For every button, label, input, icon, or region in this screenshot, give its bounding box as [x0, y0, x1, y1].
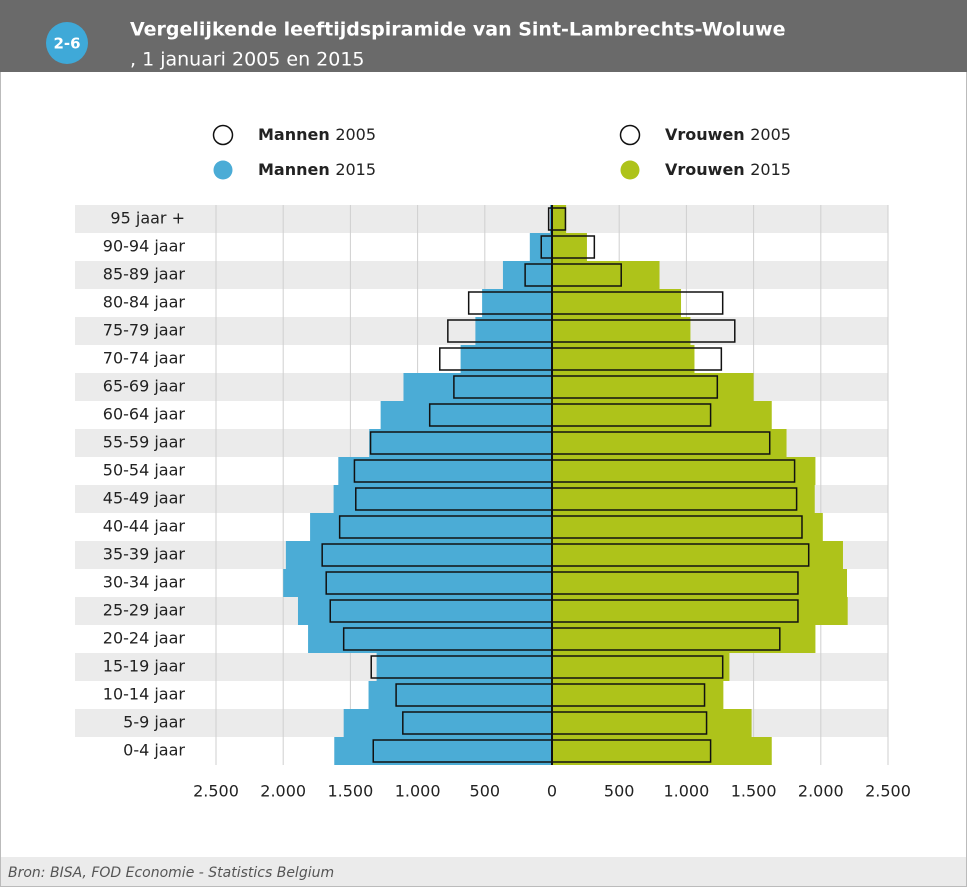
legend-marker: [212, 124, 234, 146]
y-tick-label: 90-94 jaar: [103, 237, 186, 256]
bar: [502, 261, 552, 289]
bar: [285, 541, 552, 569]
legend-label: Mannen 2015: [258, 160, 376, 179]
y-tick-label: 30-34 jaar: [103, 573, 186, 592]
y-tick-label: 20-24 jaar: [103, 629, 186, 648]
chart-subtitle: , 1 januari 2005 en 2015: [130, 49, 365, 71]
row-stripe: [75, 205, 888, 233]
bar: [552, 681, 724, 709]
bar: [552, 233, 587, 261]
chart-title: Vergelijkende leeftijdspiramide van Sint…: [130, 19, 786, 41]
bar: [552, 401, 772, 429]
bar: [552, 737, 772, 765]
bar: [310, 513, 552, 541]
y-tick-label: 5-9 jaar: [123, 713, 185, 732]
bar: [552, 289, 682, 317]
bar: [297, 597, 552, 625]
bar: [482, 289, 552, 317]
legend-label: Vrouwen 2005: [665, 125, 791, 144]
y-tick-label: 75-79 jaar: [103, 321, 186, 340]
legend-marker: [619, 124, 641, 146]
y-tick-label: 80-84 jaar: [103, 293, 186, 312]
legend-label: Mannen 2005: [258, 125, 376, 144]
y-tick-label: 55-59 jaar: [103, 433, 186, 452]
bar: [343, 709, 552, 737]
bar: [460, 345, 552, 373]
bar: [552, 317, 691, 345]
bar: [283, 569, 552, 597]
x-tick-label: 1.500: [731, 782, 777, 801]
bar: [475, 317, 552, 345]
bar: [552, 485, 815, 513]
y-tick-label: 65-69 jaar: [103, 377, 186, 396]
bar: [376, 653, 552, 681]
legend-label: Vrouwen 2015: [665, 160, 791, 179]
bar: [403, 373, 552, 401]
y-tick-label: 85-89 jaar: [103, 265, 186, 284]
x-tick-label: 2.000: [260, 782, 306, 801]
legend-marker: [213, 160, 233, 180]
x-tick-label: 2.500: [865, 782, 911, 801]
bar: [552, 429, 787, 457]
y-tick-label: 15-19 jaar: [103, 657, 186, 676]
footer: [1, 857, 966, 886]
legend-marker: [620, 160, 640, 180]
x-tick-label: 1.000: [663, 782, 709, 801]
bar: [552, 205, 567, 233]
y-tick-label: 35-39 jaar: [103, 545, 186, 564]
header: [0, 0, 967, 72]
y-tick-label: 45-49 jaar: [103, 489, 186, 508]
bar: [552, 597, 848, 625]
badge-circle: [46, 22, 88, 64]
bar: [334, 737, 552, 765]
y-tick-label: 50-54 jaar: [103, 461, 186, 480]
y-tick-label: 40-44 jaar: [103, 517, 186, 536]
bar: [308, 625, 552, 653]
badge: 2-6: [53, 35, 80, 53]
x-tick-label: 2.000: [798, 782, 844, 801]
bar: [338, 457, 552, 485]
x-tick-label: 2.500: [193, 782, 239, 801]
bar: [552, 261, 660, 289]
x-tick-label: 500: [470, 782, 501, 801]
bar: [369, 429, 552, 457]
bar: [552, 625, 816, 653]
y-tick-label: 95 jaar +: [110, 209, 185, 228]
y-tick-label: 0-4 jaar: [123, 741, 185, 760]
bar: [552, 373, 754, 401]
y-tick-label: 60-64 jaar: [103, 405, 186, 424]
bar: [380, 401, 552, 429]
x-tick-label: 0: [547, 782, 557, 801]
x-tick-label: 1.500: [327, 782, 373, 801]
y-tick-label: 70-74 jaar: [103, 349, 186, 368]
bar: [552, 541, 843, 569]
row-stripe: [75, 261, 888, 289]
bar: [333, 485, 552, 513]
bar: [552, 709, 752, 737]
bar: [552, 457, 816, 485]
y-tick-label: 25-29 jaar: [103, 601, 186, 620]
bar: [552, 653, 730, 681]
bar: [552, 345, 695, 373]
bar: [368, 681, 552, 709]
source: Bron: BISA, FOD Economie - Statistics Be…: [8, 865, 334, 881]
bar: [552, 513, 823, 541]
y-tick-label: 10-14 jaar: [103, 685, 186, 704]
bar: [552, 569, 848, 597]
x-tick-label: 500: [604, 782, 635, 801]
bar: [549, 205, 552, 233]
x-tick-label: 1.000: [395, 782, 441, 801]
